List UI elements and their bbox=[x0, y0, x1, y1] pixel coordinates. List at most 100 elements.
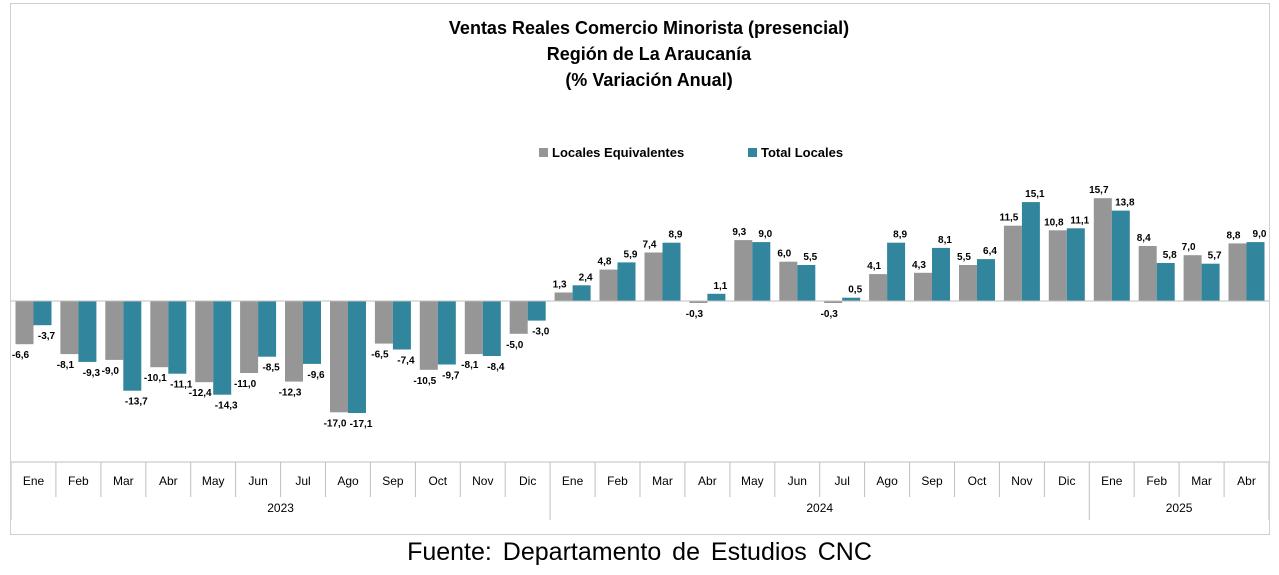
data-label-locales-equivalentes-9: -10,5 bbox=[413, 376, 436, 387]
bar-locales-equivalentes-6 bbox=[285, 301, 303, 382]
bar-locales-equivalentes-22 bbox=[1003, 225, 1022, 301]
x-tick-label-2: Mar bbox=[113, 474, 134, 488]
x-tick-label-18: Jul bbox=[835, 474, 850, 488]
bar-total-locales-12 bbox=[572, 285, 591, 301]
data-label-total-locales-19: 8,9 bbox=[893, 230, 907, 241]
bar-total-locales-13 bbox=[617, 262, 636, 301]
x-tick-label-12: Ene bbox=[562, 474, 584, 488]
data-label-locales-equivalentes-2: -9,0 bbox=[102, 366, 120, 377]
data-label-total-locales-17: 5,5 bbox=[803, 252, 817, 263]
x-tick-label-24: Ene bbox=[1101, 474, 1123, 488]
bar-total-locales-14 bbox=[662, 242, 681, 301]
bar-locales-equivalentes-11 bbox=[509, 301, 528, 334]
bar-total-locales-8 bbox=[392, 301, 411, 350]
data-label-locales-equivalentes-15: -0,3 bbox=[686, 309, 704, 320]
data-label-total-locales-20: 8,1 bbox=[938, 235, 952, 246]
bar-total-locales-16 bbox=[752, 242, 771, 301]
bar-total-locales-1 bbox=[78, 301, 97, 362]
bar-total-locales-23 bbox=[1066, 228, 1085, 301]
bar-locales-equivalentes-15 bbox=[689, 301, 708, 303]
x-tick-label-8: Sep bbox=[382, 474, 404, 488]
bar-locales-equivalentes-10 bbox=[464, 301, 483, 355]
chart-title: Ventas Reales Comercio Minorista (presen… bbox=[449, 18, 849, 90]
bar-total-locales-19 bbox=[887, 242, 906, 301]
x-tick-label-26: Mar bbox=[1191, 474, 1212, 488]
data-label-total-locales-15: 1,1 bbox=[713, 281, 727, 292]
legend-swatch-2 bbox=[748, 148, 757, 157]
data-label-locales-equivalentes-20: 4,3 bbox=[912, 260, 926, 271]
data-label-total-locales-11: -3,0 bbox=[532, 327, 550, 338]
data-label-total-locales-6: -9,6 bbox=[307, 370, 325, 381]
data-label-total-locales-18: 0,5 bbox=[848, 285, 862, 296]
bar-total-locales-21 bbox=[977, 259, 995, 301]
bar-locales-equivalentes-1 bbox=[60, 301, 79, 355]
x-tick-label-3: Abr bbox=[159, 474, 178, 488]
data-label-total-locales-1: -9,3 bbox=[83, 368, 101, 379]
bar-total-locales-10 bbox=[482, 301, 501, 356]
bar-total-locales-3 bbox=[168, 301, 187, 374]
bar-total-locales-5 bbox=[258, 301, 277, 357]
bar-total-locales-27 bbox=[1246, 242, 1265, 301]
data-label-locales-equivalentes-16: 9,3 bbox=[732, 227, 746, 238]
x-tick-label-7: Ago bbox=[337, 474, 359, 488]
x-tick-label-15: Abr bbox=[698, 474, 717, 488]
bar-total-locales-7 bbox=[348, 301, 366, 413]
data-label-locales-equivalentes-22: 11,5 bbox=[999, 213, 1018, 224]
x-tick-label-20: Sep bbox=[921, 474, 943, 488]
legend-label-1: Locales Equivalentes bbox=[552, 145, 684, 160]
data-label-total-locales-5: -8,5 bbox=[262, 363, 280, 374]
data-label-locales-equivalentes-6: -12,3 bbox=[279, 388, 302, 399]
bar-total-locales-0 bbox=[33, 301, 52, 326]
data-label-total-locales-13: 5,9 bbox=[624, 249, 638, 260]
bar-locales-equivalentes-26 bbox=[1183, 255, 1202, 302]
bar-locales-equivalentes-4 bbox=[195, 301, 214, 383]
bar-total-locales-11 bbox=[527, 301, 546, 321]
x-tick-label-14: Mar bbox=[652, 474, 673, 488]
source-note: Fuente: Departamento de Estudios CNC bbox=[407, 538, 872, 566]
data-label-total-locales-26: 5,7 bbox=[1208, 251, 1222, 262]
data-label-locales-equivalentes-0: -6,6 bbox=[12, 350, 30, 361]
x-tick-label-11: Dic bbox=[519, 474, 536, 488]
data-label-locales-equivalentes-25: 8,4 bbox=[1137, 233, 1151, 244]
x-tick-label-4: May bbox=[202, 474, 225, 488]
data-label-locales-equivalentes-10: -8,1 bbox=[461, 360, 479, 371]
bar-total-locales-2 bbox=[123, 301, 142, 391]
x-tick-label-13: Feb bbox=[607, 474, 628, 488]
data-label-total-locales-2: -13,7 bbox=[125, 397, 148, 408]
data-label-locales-equivalentes-27: 8,8 bbox=[1227, 230, 1241, 241]
x-tick-label-0: Ene bbox=[23, 474, 45, 488]
data-label-locales-equivalentes-21: 5,5 bbox=[957, 252, 971, 263]
bar-chart: Ventas Reales Comercio Minorista (presen… bbox=[11, 18, 1269, 520]
data-label-locales-equivalentes-7: -17,0 bbox=[324, 418, 347, 429]
bar-locales-equivalentes-12 bbox=[554, 292, 573, 301]
x-tick-label-9: Oct bbox=[428, 474, 447, 488]
data-label-locales-equivalentes-13: 4,8 bbox=[598, 257, 612, 268]
data-label-total-locales-14: 8,9 bbox=[669, 230, 683, 241]
data-label-total-locales-27: 9,0 bbox=[1253, 229, 1267, 240]
data-label-locales-equivalentes-18: -0,3 bbox=[821, 309, 839, 320]
bar-locales-equivalentes-9 bbox=[419, 301, 438, 370]
data-label-locales-equivalentes-23: 10,8 bbox=[1044, 217, 1064, 228]
x-tick-label-1: Feb bbox=[68, 474, 89, 488]
bar-total-locales-15 bbox=[707, 293, 726, 301]
bar-total-locales-9 bbox=[437, 301, 456, 365]
data-label-locales-equivalentes-17: 6,0 bbox=[777, 249, 791, 260]
legend-label-2: Total Locales bbox=[761, 145, 843, 160]
data-label-total-locales-12: 2,4 bbox=[579, 272, 593, 283]
bar-locales-equivalentes-25 bbox=[1138, 246, 1157, 301]
bar-total-locales-26 bbox=[1201, 263, 1220, 301]
bar-locales-equivalentes-21 bbox=[959, 265, 977, 301]
x-tick-label-10: Nov bbox=[472, 474, 493, 488]
data-label-locales-equivalentes-4: -12,4 bbox=[189, 388, 212, 399]
bar-locales-equivalentes-16 bbox=[734, 240, 753, 301]
year-label-2025: 2025 bbox=[1166, 501, 1193, 515]
bar-locales-equivalentes-18 bbox=[824, 301, 843, 303]
x-tick-label-17: Jun bbox=[788, 474, 807, 488]
chart-title-line-3: (% Variación Anual) bbox=[565, 70, 732, 90]
bar-locales-equivalentes-19 bbox=[869, 274, 888, 301]
bar-locales-equivalentes-7 bbox=[330, 301, 348, 413]
data-label-locales-equivalentes-14: 7,4 bbox=[643, 240, 657, 251]
bars: -6,6 -3,7 -8,1 -9,3 -9,0 -13,7 -10,1-11,1-12,4… bbox=[12, 185, 1267, 430]
bar-locales-equivalentes-0 bbox=[15, 301, 34, 345]
chart-title-line-2: Región de La Araucanía bbox=[547, 44, 752, 64]
